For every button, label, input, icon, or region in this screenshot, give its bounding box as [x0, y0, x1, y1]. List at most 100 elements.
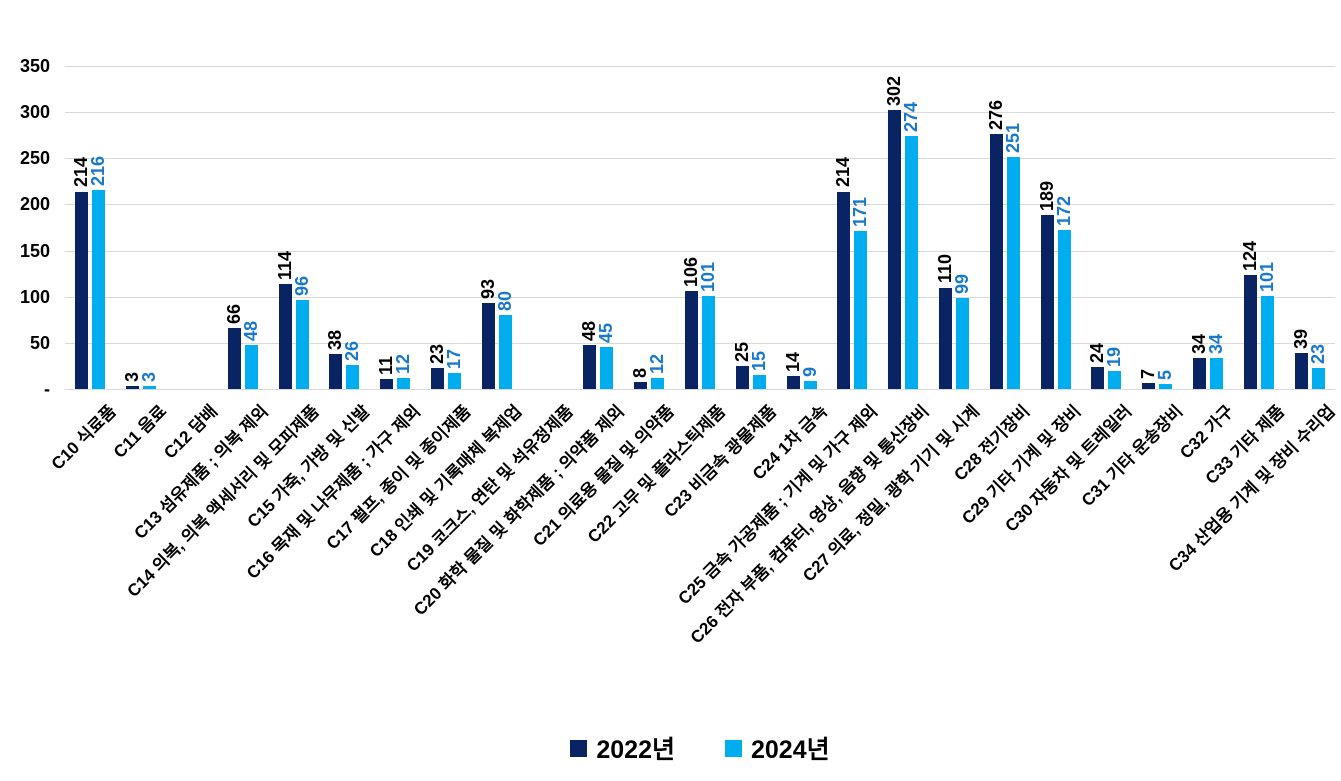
y-tick-label: 300	[19, 102, 50, 123]
bar-2022년-C14	[278, 283, 292, 389]
bar-2022년-C34	[1294, 353, 1308, 389]
bar-value-label: 251	[1002, 123, 1023, 154]
bar-2024년-C16	[397, 377, 411, 389]
bar-2024년-C29	[1057, 230, 1071, 389]
bar-2024년-C18	[498, 315, 512, 389]
bar-2022년-C29	[1040, 214, 1054, 389]
bar-value-label: 34	[1206, 333, 1226, 354]
y-tick-label: 150	[19, 240, 50, 261]
y-tick-label: -	[44, 379, 50, 399]
bar-2024년-C27	[956, 297, 969, 389]
y-tick-label: 350	[19, 56, 50, 76]
legend-label-2024: 2024년	[751, 736, 830, 764]
bar-value-label: 189	[1036, 180, 1057, 211]
y-tick-label: 100	[19, 286, 50, 307]
bar-2022년-C18	[481, 303, 495, 389]
gridline	[65, 204, 1335, 206]
bar-value-label: 14	[782, 352, 803, 373]
bar-value-label: 101	[1256, 261, 1277, 292]
bar-value-label: 26	[342, 340, 363, 362]
bar-value-label: 80	[494, 291, 515, 312]
bar-value-label: 12	[393, 353, 414, 374]
bar-2022년-C33	[1243, 274, 1257, 389]
bar-value-label: 172	[1053, 196, 1074, 227]
bar-2022년-C26	[888, 110, 902, 389]
bar-2022년-C31	[1142, 382, 1156, 389]
bar-2022년-C10	[75, 191, 89, 389]
bar-value-label: 171	[850, 197, 871, 228]
bar-value-label: 5	[1155, 370, 1176, 381]
bar-2022년-C25	[837, 191, 851, 389]
plot-area: 214 216 3 3 66 48 114 96 38 26 11 12 23 17 93 80 48 45 8 12…	[65, 66, 1335, 390]
bar-2022년-C30	[1091, 366, 1105, 389]
bar-value-label: 19	[1104, 347, 1125, 368]
gridline	[65, 250, 1335, 252]
bar-value-label: 114	[274, 250, 295, 280]
gridline	[65, 296, 1335, 298]
bar-value-label: 214	[833, 157, 854, 188]
bar-2022년-C11	[126, 386, 140, 389]
bar-value-label: 23	[1307, 343, 1328, 364]
bar-2024년-C21	[651, 377, 665, 389]
bar-2022년-C23	[735, 365, 749, 389]
bar-2022년-C16	[380, 378, 394, 389]
bar-2022년-C22	[685, 291, 698, 389]
bar-2024년-C14	[295, 300, 309, 389]
bar-2024년-C25	[854, 231, 868, 389]
bar-2024년-C34	[1311, 367, 1325, 389]
gridline	[65, 158, 1335, 160]
bar-2024년-C26	[905, 136, 919, 389]
bar-2024년-C28	[1006, 157, 1020, 389]
bar-2024년-C15	[346, 365, 360, 389]
legend-item-2024: 2024년	[725, 730, 830, 766]
bar-value-label: 39	[1290, 328, 1311, 350]
bar-2024년-C23	[752, 375, 766, 389]
legend-item-2022: 2022년	[570, 730, 675, 766]
bar-2024년-C20	[600, 347, 614, 389]
bar-2024년-C32	[1210, 357, 1223, 389]
category-label: C10 식료품	[47, 401, 120, 474]
bar-2024년-C11	[143, 386, 157, 389]
bar-2022년-C15	[329, 353, 343, 389]
bar-value-label: 9	[799, 366, 820, 377]
legend-swatch-2024-icon	[725, 739, 742, 757]
bar-2024년-C17	[448, 373, 461, 389]
bar-2022년-C13	[227, 328, 241, 389]
bar-2024년-C22	[702, 295, 715, 389]
gridline	[65, 66, 1335, 67]
bar-2022년-C28	[989, 134, 1003, 389]
bar-2022년-C21	[634, 381, 648, 389]
legend: 2022년 2024년	[65, 730, 1335, 766]
bar-2024년-C33	[1260, 295, 1274, 389]
legend-swatch-2022-icon	[570, 739, 588, 757]
y-tick-label: 250	[19, 148, 50, 169]
gridline	[65, 112, 1335, 114]
bar-2022년-C17	[431, 367, 444, 389]
bar-value-label: 96	[291, 276, 312, 297]
bar-2024년-C31	[1159, 384, 1173, 389]
bar-value-label: 216	[88, 155, 109, 186]
bar-value-label: 101	[698, 261, 718, 292]
bar-2022년-C27	[939, 287, 952, 389]
y-tick-label: 50	[29, 332, 50, 353]
bar-value-label: 12	[647, 353, 668, 374]
bar-2024년-C13	[244, 344, 258, 389]
bar-value-label: 17	[444, 349, 464, 370]
gridline	[65, 389, 1335, 390]
bar-2022년-C32	[1193, 357, 1206, 389]
legend-label-2022: 2022년	[596, 736, 675, 764]
bar-2024년-C24	[803, 380, 817, 389]
bar-value-label: 3	[139, 372, 160, 383]
bar-2022년-C20	[583, 344, 597, 389]
bar-value-label: 99	[952, 273, 972, 294]
bar-2024년-C30	[1108, 371, 1122, 389]
bar-value-label: 274	[901, 102, 922, 133]
bar-2022년-C24	[786, 376, 800, 389]
bar-value-label: 15	[748, 351, 769, 372]
gridline	[65, 342, 1335, 344]
bar-value-label: 45	[596, 323, 617, 344]
bar-value-label: 48	[240, 320, 261, 341]
category-label: C11 음료	[109, 401, 171, 462]
y-tick-label: 200	[19, 194, 50, 215]
